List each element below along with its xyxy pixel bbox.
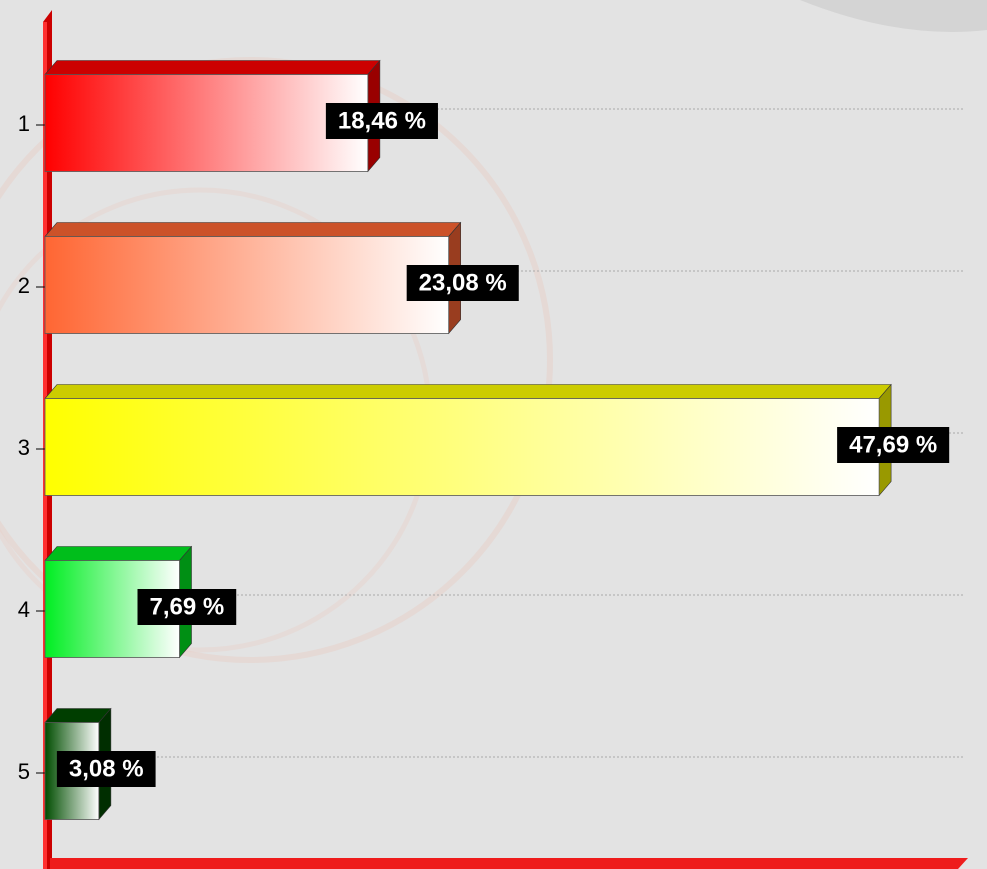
bar-top bbox=[44, 222, 462, 237]
y-tick-label: 5 bbox=[18, 759, 30, 784]
bar-top bbox=[44, 384, 892, 399]
x-axis-base bbox=[50, 858, 968, 869]
value-label: 3,08 % bbox=[69, 755, 144, 782]
value-label-box bbox=[137, 589, 237, 625]
value-label: 18,46 % bbox=[338, 107, 426, 134]
y-tick-label: 3 bbox=[18, 435, 30, 460]
bar bbox=[44, 236, 450, 334]
background-decoration bbox=[0, 57, 553, 663]
bar-top bbox=[44, 546, 193, 561]
y-tick-label: 4 bbox=[18, 597, 30, 622]
value-label-box bbox=[56, 751, 156, 787]
value-label-box bbox=[325, 103, 438, 139]
y-tick-label: 2 bbox=[18, 273, 30, 298]
background-decoration bbox=[800, 0, 987, 32]
bar bbox=[44, 398, 880, 496]
value-label-box bbox=[406, 265, 519, 301]
value-label-box bbox=[837, 427, 950, 463]
bar-top bbox=[44, 60, 381, 75]
value-label: 23,08 % bbox=[419, 269, 507, 296]
value-label: 47,69 % bbox=[849, 431, 937, 458]
bar bbox=[44, 74, 369, 172]
value-label: 7,69 % bbox=[150, 593, 225, 620]
y-tick-label: 1 bbox=[18, 111, 30, 136]
